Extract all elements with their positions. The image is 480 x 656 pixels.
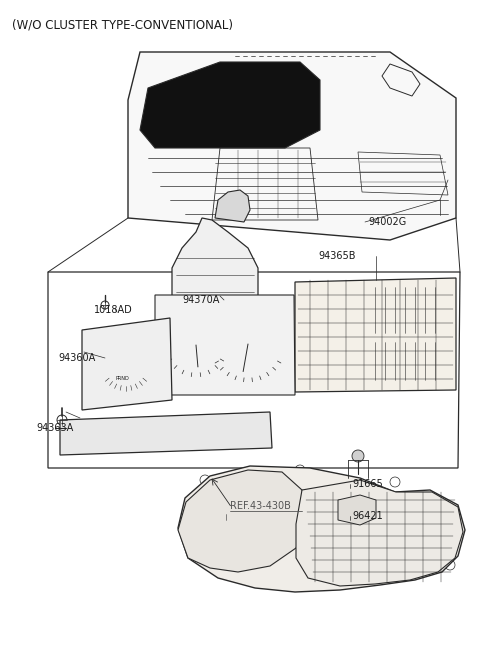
Bar [370,340,445,382]
Circle shape [240,342,244,346]
Text: 96421: 96421 [352,511,383,521]
Polygon shape [178,466,465,592]
Text: 91665: 91665 [352,479,383,489]
Circle shape [208,430,212,434]
Polygon shape [215,190,250,222]
Text: PRND: PRND [115,375,129,380]
Circle shape [231,342,237,346]
Polygon shape [140,62,320,148]
Text: 94370A: 94370A [182,295,219,305]
Text: 94365B: 94365B [318,251,356,261]
Circle shape [158,430,161,434]
Circle shape [352,450,364,462]
Polygon shape [128,52,456,240]
Circle shape [224,342,228,346]
Polygon shape [338,495,376,525]
Polygon shape [172,218,258,344]
Text: 94002G: 94002G [368,217,406,227]
Polygon shape [296,480,463,586]
Circle shape [84,430,86,434]
Ellipse shape [90,327,162,401]
Circle shape [216,342,220,346]
Bar [370,285,445,335]
Text: 94360A: 94360A [58,353,95,363]
Polygon shape [178,470,308,572]
Ellipse shape [238,333,258,355]
Bar [230,368,266,380]
Ellipse shape [188,336,204,354]
Text: 1018AD: 1018AD [94,305,133,315]
Ellipse shape [160,305,232,385]
Text: 94363A: 94363A [36,423,73,433]
Polygon shape [295,278,456,392]
Text: REF.43-430B: REF.43-430B [230,501,291,511]
Polygon shape [60,412,272,455]
Polygon shape [82,318,172,410]
Polygon shape [155,295,295,395]
Ellipse shape [206,298,290,390]
Circle shape [249,430,252,434]
Text: (W/O CLUSTER TYPE-CONVENTIONAL): (W/O CLUSTER TYPE-CONVENTIONAL) [12,18,233,31]
Circle shape [108,430,111,434]
